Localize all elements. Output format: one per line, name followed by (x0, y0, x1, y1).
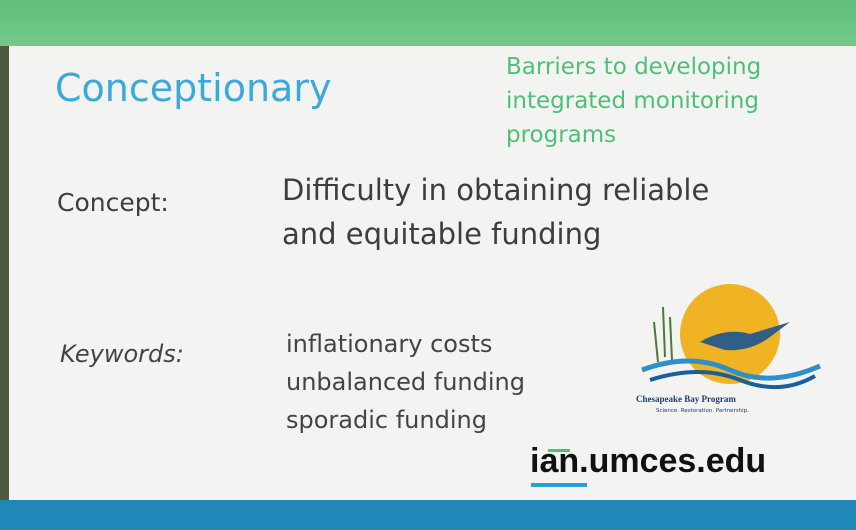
footer-url: ian.umces.edu (530, 442, 766, 481)
keywords-list: inflationary costs unbalanced funding sp… (286, 325, 525, 439)
top-band (0, 0, 856, 46)
card: Conceptionary Barriers to developing int… (0, 0, 856, 530)
topic-line: Barriers to developing (506, 50, 761, 84)
background-edge (0, 0, 9, 530)
logo-grass (654, 307, 672, 362)
bottom-band (0, 500, 856, 530)
logo-graphic (630, 282, 830, 397)
topic-line: integrated monitoring (506, 84, 761, 118)
concept-label: Concept: (57, 188, 169, 217)
concept-line: Difficulty in obtaining reliable (282, 168, 709, 212)
concept-line: and equitable funding (282, 212, 709, 256)
keyword: sporadic funding (286, 401, 525, 439)
brand-title: Conceptionary (55, 66, 331, 110)
logo-name: Chesapeake Bay Program (636, 394, 736, 404)
concept-text: Difficulty in obtaining reliable and equ… (282, 168, 709, 256)
url-accent (548, 449, 570, 452)
page: Conceptionary Barriers to developing int… (0, 0, 856, 530)
logo-tagline: Science. Restoration. Partnership. (656, 408, 749, 414)
keywords-label: Keywords: (60, 340, 184, 368)
keyword: unbalanced funding (286, 363, 525, 401)
topic-line: programs (506, 118, 761, 152)
keyword: inflationary costs (286, 325, 525, 363)
topic: Barriers to developing integrated monito… (506, 50, 761, 152)
url-underline (531, 483, 587, 487)
